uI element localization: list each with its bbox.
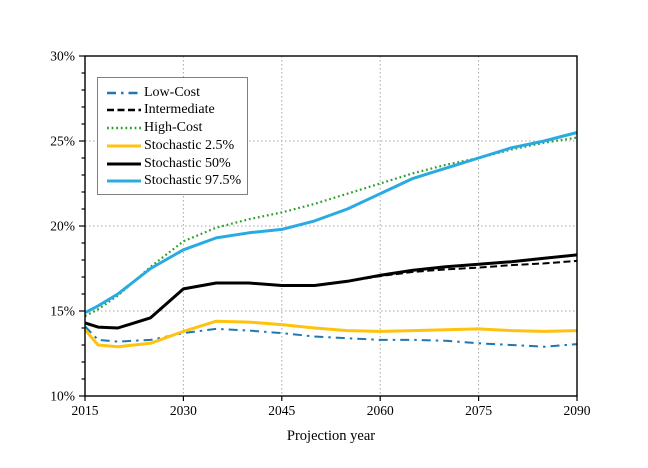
series-line-intermediate	[84, 259, 578, 329]
legend-label: Stochastic 2.5%	[144, 137, 235, 153]
legend-box: Low-Cost Intermediate High-Cost Stochastic …	[97, 77, 248, 195]
x-tick-label: 2015	[72, 403, 99, 418]
legend-label: High-Cost	[144, 120, 203, 136]
legend-label: Low-Cost	[144, 84, 200, 100]
x-tick-label: 2030	[170, 403, 197, 418]
tick-labels: 10% 15% 20% 25% 30% 2015 2030 2045 2060 2075 2090	[50, 49, 591, 419]
y-tick-label: 25%	[50, 134, 75, 149]
legend-label: Stochastic 50%	[144, 155, 231, 171]
legend-item-low-cost: Low-Cost	[106, 84, 243, 101]
y-tick-label: 10%	[50, 389, 75, 404]
legend-item-intermediate: Intermediate	[106, 102, 243, 119]
x-tick-label: 2075	[465, 403, 492, 418]
series-line-stochastic-50	[84, 253, 578, 330]
x-tick-label: 2090	[564, 403, 591, 418]
x-tick-label: 2060	[367, 403, 394, 418]
x-tick-label: 2045	[268, 403, 295, 418]
legend-item-stochastic-97-5: Stochastic 97.5%	[106, 173, 243, 190]
legend-item-high-cost: High-Cost	[106, 120, 243, 137]
axes	[79, 55, 578, 401]
series-line-low-cost	[84, 325, 578, 348]
x-axis-title: Projection year	[287, 428, 375, 444]
series-lines	[83, 131, 578, 349]
y-tick-label: 15%	[50, 304, 75, 319]
legend-label: Stochastic 97.5%	[144, 173, 242, 189]
y-tick-label: 30%	[50, 49, 75, 64]
y-tick-label: 20%	[50, 219, 75, 234]
series-line-stochastic-2-5	[83, 319, 578, 349]
legend-line-sample-stochastic-97-5	[107, 179, 141, 183]
legend-line-sample-stochastic-50	[107, 162, 141, 166]
legend-line-sample-stochastic-2-5	[107, 144, 141, 148]
legend-item-stochastic-2-5: Stochastic 2.5%	[106, 137, 243, 154]
legend-line-sample-low-cost	[107, 91, 141, 94]
legend-line-sample-intermediate	[107, 109, 141, 112]
legend-item-stochastic-50: Stochastic 50%	[106, 155, 243, 172]
series-line-stochastic-97-5	[84, 131, 578, 315]
legend-label: Intermediate	[144, 102, 215, 118]
legend-line-sample-high-cost	[107, 126, 141, 130]
